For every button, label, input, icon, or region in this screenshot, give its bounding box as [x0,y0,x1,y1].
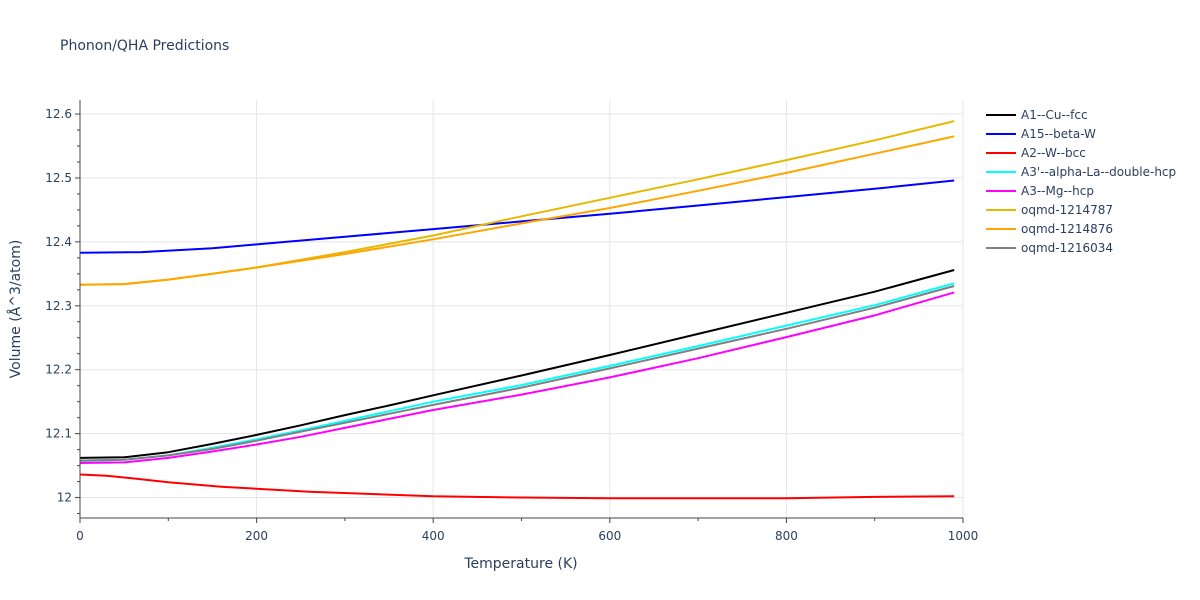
legend-item-1[interactable]: A15--beta-W [986,127,1096,141]
y-axis-title: Volume (Å^3/atom) [7,240,24,379]
series-line-6 [79,135,955,286]
x-tick-label: 200 [245,529,268,543]
legend[interactable]: A1--Cu--fcc A15--beta-W A2--W--bcc A3'--alp… [986,108,1176,255]
legend-label: oqmd-1216034 [1021,241,1113,255]
chart-title: Phonon/QHA Predictions [60,38,229,54]
x-tick-label: 400 [422,529,445,543]
y-tick-label: 12.6 [45,107,72,121]
legend-item-6[interactable]: oqmd-1214876 [986,222,1113,236]
legend-label: A3--Mg--hcp [1021,184,1094,198]
x-tick-label: 1000 [948,529,979,543]
legend-label: oqmd-1214876 [1021,222,1113,236]
series-line-5 [79,120,955,286]
legend-item-0[interactable]: A1--Cu--fcc [986,108,1088,122]
x-tick-label: 600 [598,529,621,543]
x-tick-label: 0 [76,529,84,543]
y-tick-label: 12.3 [45,299,72,313]
legend-item-3[interactable]: A3'--alpha-La--double-hcp [986,165,1176,179]
axes: 0 200 400 600 800 1000 12 12.1 12.2 12.3 12.4 12.5 1… [45,100,978,543]
legend-item-2[interactable]: A2--W--bcc [986,146,1086,160]
series-line-7 [79,285,955,462]
legend-label: A15--beta-W [1021,127,1096,141]
series-line-2 [79,473,955,500]
legend-label: A1--Cu--fcc [1021,108,1088,122]
series-line-3 [79,282,955,463]
y-tick-label: 12.5 [45,171,72,185]
legend-item-7[interactable]: oqmd-1216034 [986,241,1113,255]
y-tick-label: 12 [57,491,72,505]
legend-item-4[interactable]: A3--Mg--hcp [986,184,1094,198]
legend-item-5[interactable]: oqmd-1214787 [986,203,1113,217]
x-axis-title: Temperature (K) [463,556,577,572]
y-tick-label: 12.2 [45,363,72,377]
series-line-0 [79,269,955,459]
y-tick-label: 12.4 [45,235,72,249]
series-line-4 [79,291,955,464]
plot-area [79,120,955,500]
legend-label: A3'--alpha-La--double-hcp [1021,165,1176,179]
legend-label: oqmd-1214787 [1021,203,1113,217]
legend-label: A2--W--bcc [1021,146,1086,160]
x-tick-label: 800 [775,529,798,543]
y-tick-label: 12.1 [45,427,72,441]
